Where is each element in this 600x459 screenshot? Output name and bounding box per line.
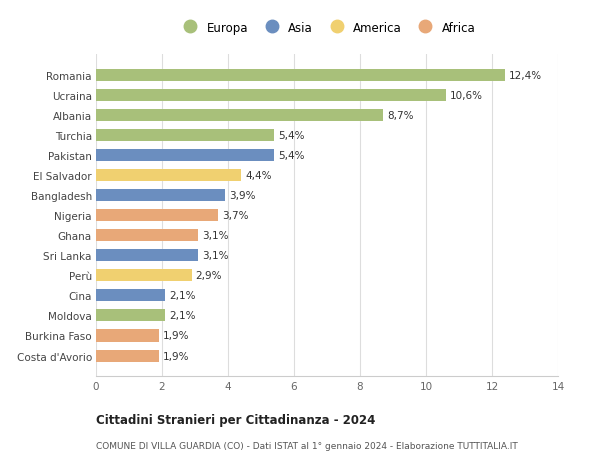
- Bar: [96, 290, 166, 302]
- Bar: [96, 310, 166, 322]
- Text: 3,7%: 3,7%: [222, 211, 248, 221]
- Text: 12,4%: 12,4%: [509, 71, 542, 81]
- Text: 5,4%: 5,4%: [278, 131, 305, 141]
- Text: 2,1%: 2,1%: [169, 291, 196, 301]
- Bar: [96, 230, 198, 242]
- Text: 2,1%: 2,1%: [169, 311, 196, 321]
- Bar: [96, 170, 241, 182]
- Text: 3,9%: 3,9%: [229, 191, 255, 201]
- Bar: [96, 210, 218, 222]
- Text: 3,1%: 3,1%: [202, 251, 229, 261]
- Legend: Europa, Asia, America, Africa: Europa, Asia, America, Africa: [176, 19, 478, 37]
- Bar: [96, 350, 158, 362]
- Text: 10,6%: 10,6%: [450, 91, 483, 101]
- Bar: [96, 150, 274, 162]
- Text: 3,1%: 3,1%: [202, 231, 229, 241]
- Text: 4,4%: 4,4%: [245, 171, 272, 181]
- Bar: [96, 130, 274, 142]
- Bar: [96, 70, 505, 82]
- Bar: [96, 90, 446, 102]
- Text: Cittadini Stranieri per Cittadinanza - 2024: Cittadini Stranieri per Cittadinanza - 2…: [96, 413, 376, 426]
- Text: 1,9%: 1,9%: [163, 351, 189, 361]
- Bar: [96, 110, 383, 122]
- Text: 2,9%: 2,9%: [196, 271, 222, 281]
- Bar: [96, 250, 198, 262]
- Bar: [96, 190, 224, 202]
- Bar: [96, 270, 192, 282]
- Text: 1,9%: 1,9%: [163, 331, 189, 341]
- Text: COMUNE DI VILLA GUARDIA (CO) - Dati ISTAT al 1° gennaio 2024 - Elaborazione TUTT: COMUNE DI VILLA GUARDIA (CO) - Dati ISTA…: [96, 441, 518, 450]
- Text: 8,7%: 8,7%: [387, 111, 413, 121]
- Bar: [96, 330, 158, 342]
- Text: 5,4%: 5,4%: [278, 151, 305, 161]
